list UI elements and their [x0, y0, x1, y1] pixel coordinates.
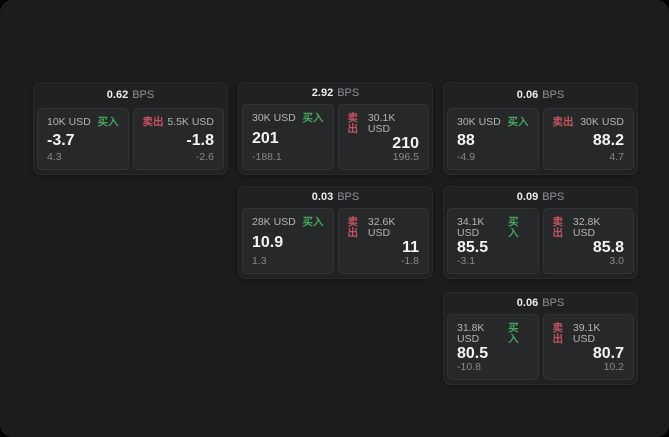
sell-volume: 5.5K USD	[167, 116, 214, 128]
spread-unit: BPS	[132, 89, 155, 101]
buy-volume: 30K USD	[252, 112, 296, 124]
quote-panels: 30K USD 买入 88 -4.9 卖出 30K USD 88.2 4.7	[444, 108, 637, 174]
sell-price: 11	[402, 239, 419, 256]
sell-side-label: 卖出	[552, 216, 564, 239]
quote-card-5: 0.09 BPS 34.1K USD 买入 85.5 -3.1 卖出 32.8K…	[443, 186, 638, 279]
spread-header: 0.06 BPS	[444, 83, 637, 108]
buy-panel[interactable]: 34.1K USD 买入 85.5 -3.1	[447, 208, 539, 274]
sell-volume: 32.8K USD	[572, 216, 601, 239]
buy-volume: 34.1K USD	[457, 216, 485, 239]
buy-price: 201	[252, 129, 279, 147]
buy-panel[interactable]: 30K USD 买入 201 -188.1	[242, 104, 334, 170]
buy-side-label: 买入	[302, 216, 324, 228]
buy-change: -3.1	[457, 255, 476, 267]
sell-price: 88.2	[592, 131, 624, 149]
buy-side-label: 买入	[508, 216, 519, 239]
sell-volume: 30.1K USD	[367, 112, 396, 135]
spread-header: 2.92 BPS	[239, 83, 432, 104]
sell-panel[interactable]: 卖出 30.1K USD 210 196.5	[337, 104, 429, 170]
sell-side-label: 卖出	[552, 322, 564, 345]
spread-value: 0.06	[516, 89, 539, 101]
buy-price: 85.5	[457, 239, 489, 256]
buy-change: 1.3	[252, 255, 267, 267]
spread-header: 0.03 BPS	[239, 187, 432, 208]
sell-change: 196.5	[392, 151, 419, 163]
quote-panels: 28K USD 买入 10.9 1.3 卖出 32.6K USD 11 -1.8	[239, 208, 432, 278]
buy-volume: 30K USD	[457, 116, 501, 128]
sell-change: -2.6	[195, 151, 214, 163]
sell-side-label: 卖出	[347, 216, 359, 239]
spread-unit: BPS	[337, 87, 360, 99]
buy-volume: 28K USD	[252, 216, 296, 228]
quote-card-6: 0.06 BPS 31.8K USD 买入 80.5 -10.8 卖出 39.1…	[443, 292, 638, 385]
sell-panel[interactable]: 卖出 32.8K USD 85.8 3.0	[542, 208, 634, 274]
quote-panels: 34.1K USD 买入 85.5 -3.1 卖出 32.8K USD 85.8…	[444, 208, 637, 278]
sell-change: 3.0	[609, 255, 624, 267]
buy-panel[interactable]: 30K USD 买入 88 -4.9	[447, 108, 539, 170]
sell-price: 85.8	[592, 239, 624, 256]
buy-panel[interactable]: 28K USD 买入 10.9 1.3	[242, 208, 334, 274]
sell-side-label: 卖出	[347, 112, 359, 135]
buy-change: -188.1	[252, 151, 282, 163]
sell-volume: 39.1K USD	[572, 322, 601, 345]
quote-panels: 10K USD 买入 -3.7 4.3 卖出 5.5K USD -1.8 -2.…	[34, 108, 227, 174]
quote-card-1: 0.62 BPS 10K USD 买入 -3.7 4.3 卖出 5.5K USD…	[33, 82, 228, 175]
sell-change: 10.2	[603, 361, 624, 373]
spread-value: 0.06	[516, 297, 539, 309]
sell-change: 4.7	[609, 151, 624, 163]
spread-unit: BPS	[337, 191, 360, 203]
spread-header: 0.62 BPS	[34, 83, 227, 108]
buy-volume: 10K USD	[47, 116, 91, 128]
buy-side-label: 买入	[507, 116, 529, 128]
spread-unit: BPS	[542, 191, 565, 203]
buy-panel[interactable]: 10K USD 买入 -3.7 4.3	[37, 108, 129, 170]
spread-unit: BPS	[542, 89, 565, 101]
buy-panel[interactable]: 31.8K USD 买入 80.5 -10.8	[447, 314, 539, 380]
sell-panel[interactable]: 卖出 39.1K USD 80.7 10.2	[542, 314, 634, 380]
sell-price: -1.8	[186, 131, 214, 149]
quote-panels: 30K USD 买入 201 -188.1 卖出 30.1K USD 210 1…	[239, 104, 432, 174]
buy-side-label: 买入	[302, 112, 324, 124]
spread-value: 0.62	[106, 89, 129, 101]
sell-price: 80.7	[592, 345, 624, 362]
sell-side-label: 卖出	[552, 116, 574, 128]
quote-card-2: 2.92 BPS 30K USD 买入 201 -188.1 卖出 30.1K …	[238, 82, 433, 175]
buy-change: 4.3	[47, 151, 62, 163]
buy-price: -3.7	[47, 131, 75, 149]
sell-price: 210	[392, 135, 419, 152]
sell-panel[interactable]: 卖出 30K USD 88.2 4.7	[542, 108, 634, 170]
spread-value: 0.03	[311, 191, 334, 203]
sell-volume: 32.6K USD	[367, 216, 396, 239]
buy-price: 88	[457, 131, 475, 149]
quote-panels: 31.8K USD 买入 80.5 -10.8 卖出 39.1K USD 80.…	[444, 314, 637, 384]
buy-side-label: 买入	[97, 116, 119, 128]
buy-change: -10.8	[457, 361, 481, 373]
buy-price: 80.5	[457, 345, 489, 362]
buy-price: 10.9	[252, 233, 284, 251]
sell-volume: 30K USD	[580, 116, 624, 128]
buy-volume: 31.8K USD	[457, 322, 485, 345]
sell-panel[interactable]: 卖出 5.5K USD -1.8 -2.6	[132, 108, 224, 170]
sell-change: -1.8	[400, 255, 419, 267]
buy-side-label: 买入	[508, 322, 519, 345]
spread-unit: BPS	[542, 297, 565, 309]
spread-value: 0.09	[516, 191, 539, 203]
quote-card-3: 0.06 BPS 30K USD 买入 88 -4.9 卖出 30K USD 8…	[443, 82, 638, 175]
spread-header: 0.09 BPS	[444, 187, 637, 208]
spread-header: 0.06 BPS	[444, 293, 637, 314]
spread-value: 2.92	[311, 87, 334, 99]
quote-card-4: 0.03 BPS 28K USD 买入 10.9 1.3 卖出 32.6K US…	[238, 186, 433, 279]
sell-panel[interactable]: 卖出 32.6K USD 11 -1.8	[337, 208, 429, 274]
sell-side-label: 卖出	[142, 116, 164, 128]
buy-change: -4.9	[457, 151, 476, 163]
